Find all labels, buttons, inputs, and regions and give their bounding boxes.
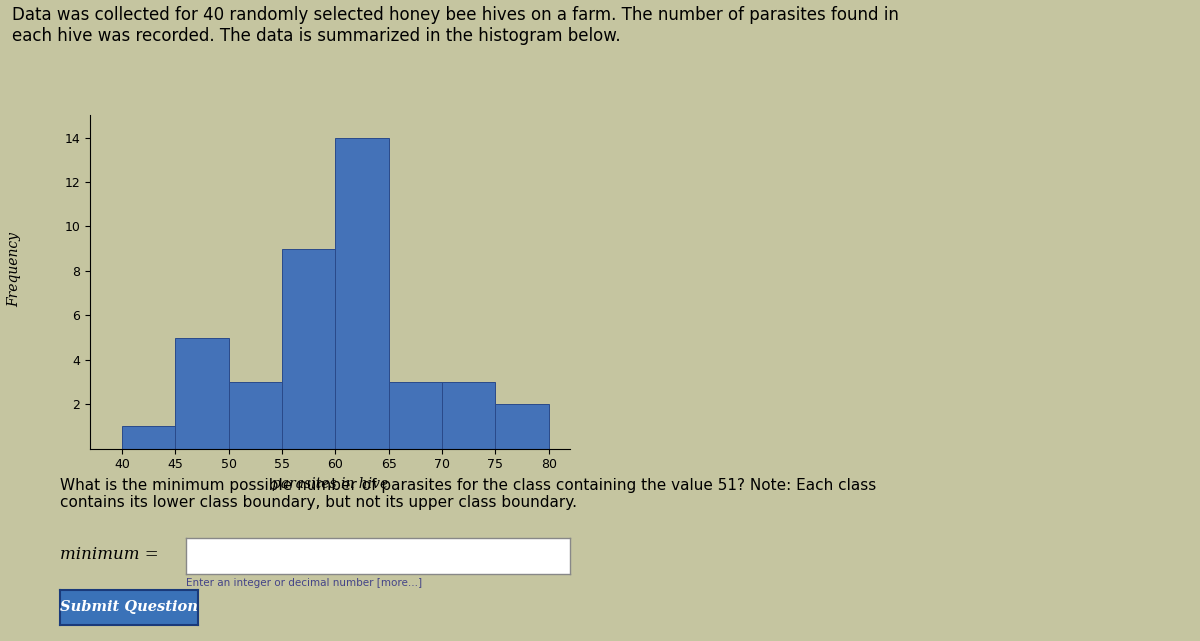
Bar (389, 382, 442, 449)
X-axis label: parasites in hive: parasites in hive (272, 477, 388, 491)
Bar (335, 138, 389, 449)
Text: Submit Question: Submit Question (60, 601, 198, 614)
Bar (282, 249, 335, 449)
Text: Data was collected for 40 randomly selected honey bee hives on a farm. The numbe: Data was collected for 40 randomly selec… (12, 6, 899, 46)
Text: Frequency: Frequency (7, 231, 22, 307)
Bar (229, 382, 282, 449)
Bar (496, 404, 548, 449)
Bar (442, 382, 496, 449)
Bar (122, 426, 175, 449)
Text: Enter an integer or decimal number [more...]: Enter an integer or decimal number [more… (186, 578, 422, 588)
Text: minimum =: minimum = (60, 546, 158, 563)
Text: What is the minimum possible number of parasites for the class containing the va: What is the minimum possible number of p… (60, 478, 876, 510)
Bar (175, 338, 229, 449)
